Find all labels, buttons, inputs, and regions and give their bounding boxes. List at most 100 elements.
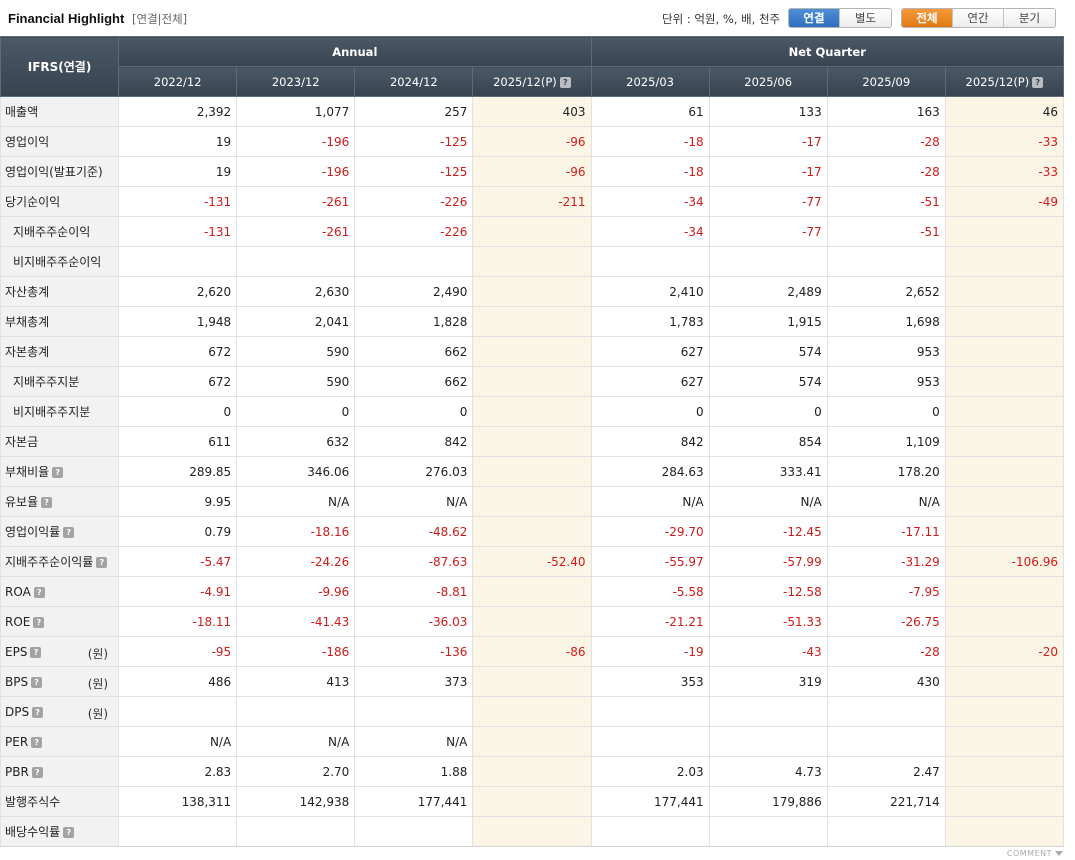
table-cell <box>708 696 828 727</box>
table-cell: 590 <box>236 366 356 397</box>
table-cell: 0 <box>118 396 238 427</box>
row-unit-label: (원) <box>87 707 109 721</box>
separate-button[interactable]: 별도 <box>840 9 891 27</box>
period-annual-button[interactable]: 연간 <box>953 9 1004 27</box>
help-icon[interactable]: ? <box>41 497 53 508</box>
row-label: 영업이익(발표기준) <box>0 156 120 187</box>
row-label-text: 비지배주주지분 <box>13 405 91 419</box>
row-label: 영업이익 <box>0 126 120 157</box>
table-cell: 2,620 <box>118 276 238 307</box>
table-cell: -261 <box>236 216 356 247</box>
table-cell: 179,886 <box>708 786 828 817</box>
table-cell: 133 <box>708 96 828 127</box>
row-unit-label: (원) <box>87 677 109 691</box>
help-icon[interactable]: ? <box>31 736 43 748</box>
table-cell <box>944 456 1065 487</box>
help-icon[interactable]: ? <box>63 527 75 538</box>
table-cell: -7.95 <box>826 576 946 607</box>
row-label-text: EPS <box>5 644 28 659</box>
table-cell: 2,652 <box>826 276 946 307</box>
table-cell <box>944 576 1065 607</box>
table-cell: -95 <box>118 636 238 667</box>
table-cell <box>944 366 1065 397</box>
period-quarter-button[interactable]: 분기 <box>1004 9 1055 27</box>
table-cell: -17 <box>708 156 828 187</box>
help-icon[interactable]: ? <box>63 827 75 838</box>
table-cell: -17.11 <box>826 516 946 547</box>
annual-group-header: Annual <box>118 36 592 67</box>
table-cell <box>118 246 238 277</box>
period-all-button[interactable]: 전체 <box>902 9 953 27</box>
table-cell <box>944 516 1065 547</box>
table-cell <box>590 726 710 757</box>
help-icon[interactable]: ? <box>1032 76 1044 88</box>
consolidated-button[interactable]: 연결 <box>789 9 840 27</box>
help-icon[interactable]: ? <box>31 766 43 778</box>
table-cell: -12.45 <box>708 516 828 547</box>
row-label-text: ROE <box>5 614 31 629</box>
table-cell: 19 <box>118 156 238 187</box>
table-cell: 2,630 <box>236 276 356 307</box>
table-cell: -5.47 <box>118 546 238 577</box>
consolidation-toggle: 연결 별도 <box>788 8 892 28</box>
table-cell: 319 <box>708 666 828 697</box>
table-cell: -43 <box>708 636 828 667</box>
table-cell: 9.95 <box>118 486 238 517</box>
table-cell: -34 <box>590 186 710 217</box>
table-cell: -55.97 <box>590 546 710 577</box>
help-icon[interactable]: ? <box>33 586 45 598</box>
table-row: 영업이익(발표기준) 19 -196 -125 -96 -18 -17 -28 -33 <box>0 156 1065 187</box>
table-cell: -28 <box>826 636 946 667</box>
column-header-label: 2024/12 <box>389 74 438 89</box>
table-cell: 0.79 <box>118 516 238 547</box>
table-row: PER? N/A N/A N/A <box>0 726 1065 757</box>
table-cell <box>944 306 1065 337</box>
column-header-label: 2025/06 <box>744 74 793 89</box>
table-cell: -33 <box>944 126 1065 157</box>
table-cell: -18 <box>590 156 710 187</box>
table-cell: 2.70 <box>236 756 356 787</box>
column-header-label: 2025/12(P) <box>965 74 1030 89</box>
help-icon[interactable]: ? <box>30 646 42 658</box>
table-cell: -19 <box>590 636 710 667</box>
table-cell: 0 <box>708 396 828 427</box>
help-icon[interactable]: ? <box>96 557 108 568</box>
table-cell: N/A <box>118 726 238 757</box>
table-cell <box>826 246 946 277</box>
table-cell: N/A <box>590 486 710 517</box>
row-label-text: BPS <box>5 674 29 689</box>
table-cell: -18.16 <box>236 516 356 547</box>
row-label: EPS? (원) <box>0 636 120 667</box>
column-header-label: 2022/12 <box>153 74 202 89</box>
table-cell <box>826 816 946 847</box>
table-cell <box>472 726 592 757</box>
table-row: 당기순이익 -131 -261 -226 -211 -34 -77 -51 -49 <box>0 186 1065 217</box>
table-cell <box>944 246 1065 277</box>
table-cell: 662 <box>354 366 474 397</box>
table-row: 자산총계 2,620 2,630 2,490 2,410 2,489 2,652 <box>0 276 1065 307</box>
row-label: 자산총계 <box>0 276 120 307</box>
table-cell: -77 <box>708 216 828 247</box>
table-cell <box>708 726 828 757</box>
help-icon[interactable]: ? <box>52 467 64 478</box>
row-label-text: 매출액 <box>5 105 39 119</box>
help-icon[interactable]: ? <box>32 706 44 718</box>
table-cell <box>472 516 592 547</box>
table-cell <box>472 336 592 367</box>
help-icon[interactable]: ? <box>31 676 43 688</box>
table-cell <box>944 666 1065 697</box>
comment-toggle[interactable]: COMMENT <box>1007 849 1063 858</box>
table-cell <box>826 726 946 757</box>
table-cell <box>118 816 238 847</box>
table-cell: N/A <box>708 486 828 517</box>
help-icon[interactable]: ? <box>33 616 45 628</box>
table-cell <box>118 696 238 727</box>
help-icon[interactable]: ? <box>559 76 571 88</box>
table-cell: 590 <box>236 336 356 367</box>
table-cell: 413 <box>236 666 356 697</box>
table-cell <box>708 246 828 277</box>
table-cell: 662 <box>354 336 474 367</box>
table-cell <box>472 426 592 457</box>
table-cell <box>590 246 710 277</box>
table-cell: -49 <box>944 186 1065 217</box>
